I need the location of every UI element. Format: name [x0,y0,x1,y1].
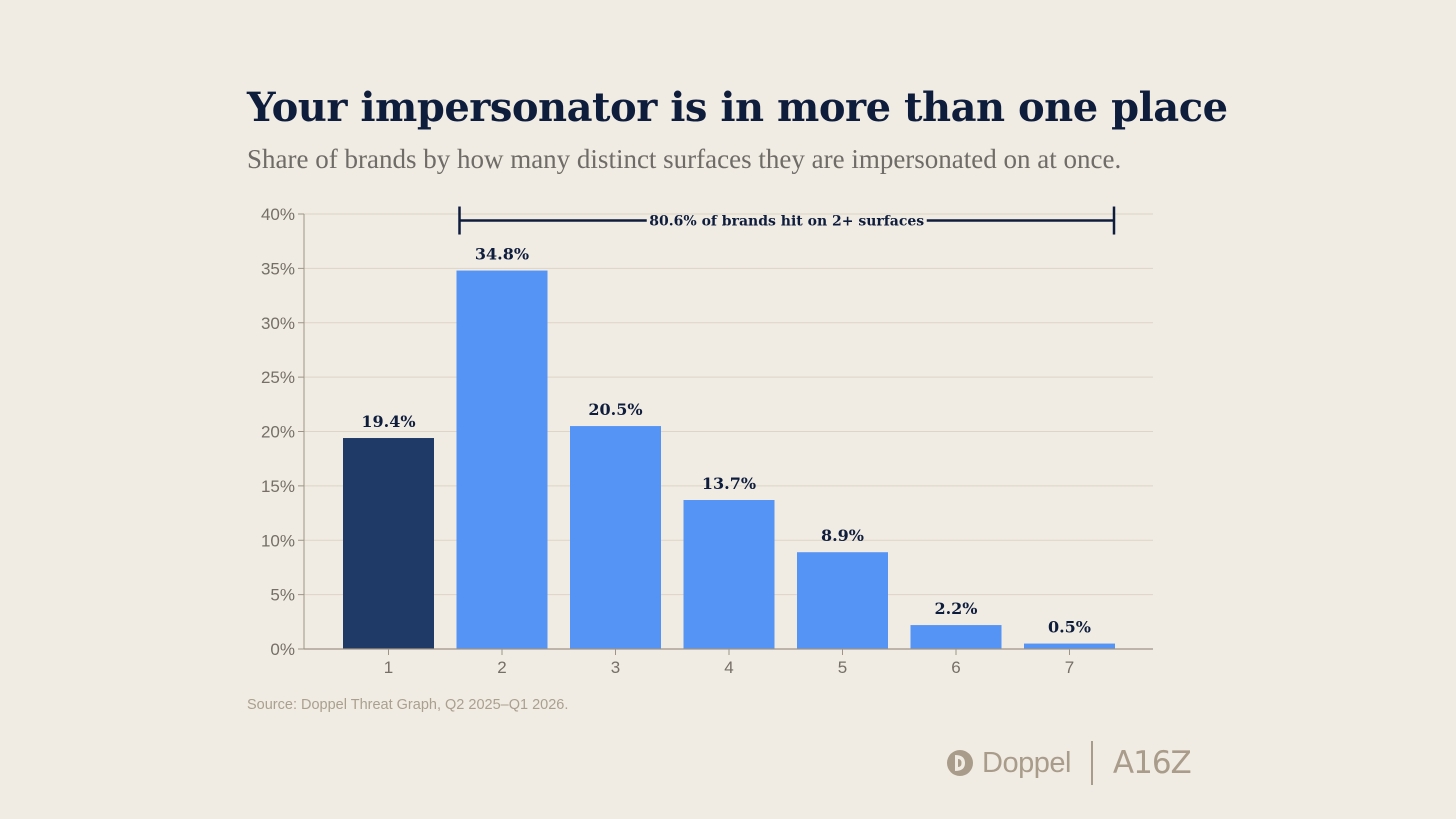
x-axis-ticks: 1 2 3 4 5 6 7 [384,649,1074,677]
grid-lines [304,213,1153,596]
bars [343,270,1115,649]
bar-data-label: 0.5% [1048,618,1091,637]
bar-data-label: 20.5% [588,400,642,419]
x-tick-label: 1 [384,658,393,677]
bar [910,625,1002,649]
y-tick-label: 25% [261,368,295,387]
bar-data-label: 13.7% [702,474,756,493]
annotation-bracket: 80.6% of brands hit on 2+ surfaces [458,206,1116,235]
bar [456,270,548,649]
chart-subtitle: Share of brands by how many distinct sur… [247,144,1122,174]
y-tick-label: 0% [270,640,295,659]
chart-title: Your impersonator is in more than one pl… [247,84,1228,131]
bar-data-label: 34.8% [475,245,529,264]
doppel-logo: Doppel [946,747,1071,780]
bar-data-label: 2.2% [934,599,977,618]
bar [683,500,775,649]
bar-data-labels: 19.4% 34.8% 20.5% 13.7% 8.9% 2.2% 0.5% [361,245,1091,637]
x-tick-label: 5 [838,658,847,677]
source-note: Source: Doppel Threat Graph, Q2 2025–Q1 … [247,697,569,713]
annotation-text: 80.6% of brands hit on 2+ surfaces [649,214,924,230]
bar-data-label: 19.4% [361,412,415,431]
y-tick-label: 35% [261,259,295,278]
doppel-wordmark: Doppel [982,746,1071,779]
y-tick-label: 5% [270,586,295,605]
bar [343,438,434,649]
doppel-mark-icon [947,750,973,776]
y-axis-ticks: 0% 5% 10% 15% 20% 25% 30% 35% 40% [261,205,304,659]
logo-divider [1090,741,1093,785]
logo-bar: Doppel A16Z [946,740,1192,786]
y-tick-label: 15% [261,477,295,496]
bar [570,426,661,649]
x-tick-label: 2 [497,658,506,677]
bar-data-label: 8.9% [821,526,864,545]
y-tick-label: 20% [261,423,295,442]
x-tick-label: 3 [611,658,620,677]
x-tick-label: 7 [1065,658,1074,677]
y-tick-label: 10% [261,531,295,550]
x-tick-label: 4 [724,658,733,677]
axes [303,214,1153,650]
a16z-logo: A16Z [1112,745,1192,781]
x-tick-label: 6 [951,658,960,677]
y-tick-label: 40% [261,205,295,224]
y-tick-label: 30% [261,314,295,333]
bar [797,552,888,649]
bar [1024,643,1115,649]
